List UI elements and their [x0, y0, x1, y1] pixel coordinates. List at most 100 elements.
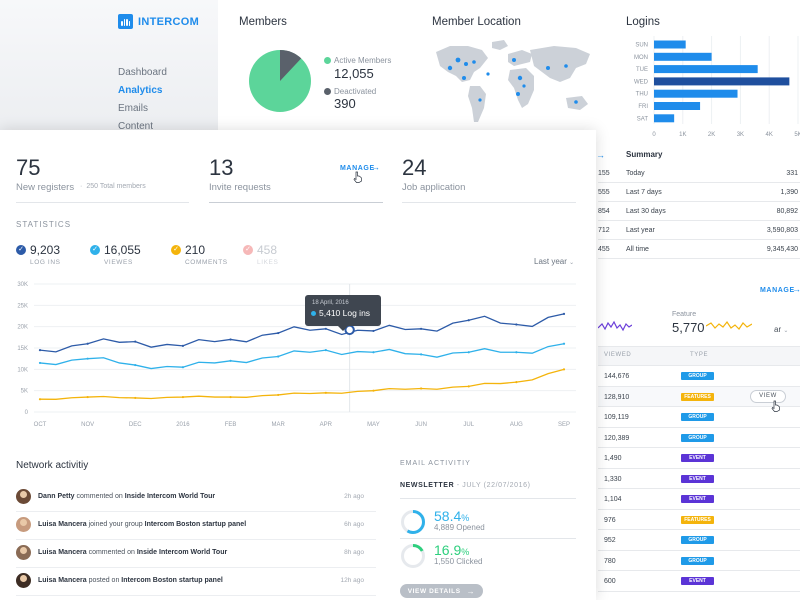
data-point[interactable]: [324, 349, 327, 352]
table-header: [598, 346, 800, 366]
sidebar-item-dashboard[interactable]: Dashboard: [118, 67, 167, 78]
avatar[interactable]: [16, 517, 31, 532]
data-point[interactable]: [562, 342, 566, 345]
arrow-right-icon[interactable]: →: [596, 150, 605, 160]
data-point[interactable]: [86, 395, 89, 399]
view-button[interactable]: VIEW: [750, 390, 786, 403]
list-item[interactable]: Luisa Mancera commented on Inside Interc…: [16, 540, 376, 568]
table-row[interactable]: 120,389 GROUP: [598, 428, 800, 448]
data-point[interactable]: [562, 368, 566, 371]
list-item[interactable]: Luisa Mancera posted on Intercom Boston …: [16, 568, 376, 596]
data-point[interactable]: [372, 351, 375, 354]
manage-content-link[interactable]: MANAGE: [760, 287, 795, 294]
data-point[interactable]: [515, 323, 518, 326]
summary-value: 1,390: [780, 189, 798, 196]
table-row[interactable]: 1,490 EVENT: [598, 448, 800, 469]
bar[interactable]: [654, 102, 701, 110]
bar[interactable]: [654, 114, 675, 123]
deactivated-label: Deactivated: [334, 87, 377, 96]
data-point[interactable]: [515, 381, 518, 384]
data-point[interactable]: [419, 327, 423, 330]
sidebar-item-content[interactable]: Content: [118, 121, 154, 132]
divider: [209, 202, 383, 203]
check-icon[interactable]: ✓: [90, 245, 100, 255]
data-point[interactable]: [86, 357, 89, 360]
divider: [402, 202, 576, 203]
data-point[interactable]: [229, 338, 232, 341]
data-point[interactable]: [38, 398, 42, 401]
manage-invites-link[interactable]: MANAGE: [340, 165, 375, 172]
data-point[interactable]: [277, 355, 280, 358]
table-row[interactable]: 976 FEATURES: [598, 510, 800, 530]
data-point[interactable]: [467, 385, 470, 388]
data-point[interactable]: [372, 389, 375, 392]
data-point[interactable]: [419, 387, 423, 390]
check-icon[interactable]: ✓: [16, 245, 26, 255]
list-item[interactable]: Dann Petty commented on Inside Intercom …: [16, 484, 376, 512]
period-select[interactable]: Last year ⌄: [534, 257, 575, 266]
table-row[interactable]: 780 GROUP: [598, 551, 800, 571]
data-point[interactable]: [38, 349, 42, 352]
job-application-label: Job application: [402, 182, 466, 193]
column-header-viewed[interactable]: VIEWED: [604, 352, 632, 358]
data-point[interactable]: [134, 340, 137, 343]
bar[interactable]: [654, 65, 758, 74]
check-icon[interactable]: ✓: [171, 245, 181, 255]
data-point[interactable]: [181, 366, 185, 369]
table-row[interactable]: 1,330 EVENT: [598, 469, 800, 489]
summary-period-label: Last 30 days: [626, 208, 666, 215]
data-point[interactable]: [419, 353, 423, 356]
column-header-type[interactable]: TYPE: [690, 352, 709, 358]
bar[interactable]: [654, 52, 712, 61]
activity-text: Luisa Mancera posted on Intercom Boston …: [38, 577, 223, 584]
data-point[interactable]: [181, 395, 185, 399]
data-point[interactable]: [467, 351, 470, 354]
table-row[interactable]: 144,676 GROUP: [598, 366, 800, 387]
table-row[interactable]: 600 EVENT: [598, 571, 800, 592]
arrow-right-icon[interactable]: →: [792, 284, 800, 294]
data-point[interactable]: [134, 396, 137, 400]
data-point[interactable]: [229, 359, 232, 362]
divider: [400, 538, 576, 539]
data-point[interactable]: [277, 393, 280, 397]
type-badge: GROUP: [681, 413, 714, 421]
statistic-label: VIEWES: [104, 259, 133, 266]
ring-progress: [401, 544, 425, 568]
sidebar-item-emails[interactable]: Emails: [118, 103, 149, 114]
bar[interactable]: [654, 40, 686, 49]
table-row[interactable]: 109,119 GROUP: [598, 407, 800, 428]
data-point[interactable]: [515, 351, 518, 354]
data-point[interactable]: [86, 342, 89, 345]
data-point[interactable]: [38, 361, 42, 365]
list-item[interactable]: Luisa Mancera joined your group Intercom…: [16, 512, 376, 540]
chevron-down-icon: ⌄: [569, 260, 575, 266]
viewed-count: 600: [604, 578, 616, 585]
table-row[interactable]: 952 GROUP: [598, 530, 800, 551]
type-badge: EVENT: [681, 577, 714, 585]
data-point[interactable]: [134, 363, 137, 367]
feature-select[interactable]: ar ⌄: [774, 325, 789, 334]
bar[interactable]: [654, 89, 738, 98]
table-row[interactable]: 1,104 EVENT: [598, 489, 800, 510]
avatar[interactable]: [16, 489, 31, 504]
data-point[interactable]: [277, 331, 280, 335]
data-point[interactable]: [324, 327, 327, 330]
bar[interactable]: [654, 77, 790, 86]
location-title: Member Location: [432, 16, 521, 28]
summary-value: 9,345,430: [766, 246, 798, 253]
data-point[interactable]: [229, 395, 232, 399]
data-point[interactable]: [467, 319, 470, 322]
sidebar-item-analytics[interactable]: Analytics: [118, 85, 163, 96]
data-point[interactable]: [324, 391, 327, 394]
day-label: FRI: [638, 104, 648, 110]
check-icon[interactable]: ✓: [243, 245, 253, 255]
x-tick-label: 0: [652, 132, 656, 138]
data-point[interactable]: [372, 329, 375, 333]
view-details-button[interactable]: VIEW DETAILS →: [400, 584, 483, 598]
avatar[interactable]: [16, 573, 31, 588]
arrow-right-icon[interactable]: →: [371, 162, 380, 172]
data-point[interactable]: [562, 312, 566, 315]
avatar[interactable]: [16, 545, 31, 560]
data-point[interactable]: [181, 344, 185, 347]
table-row[interactable]: 128,910 FEATURES: [598, 387, 800, 407]
